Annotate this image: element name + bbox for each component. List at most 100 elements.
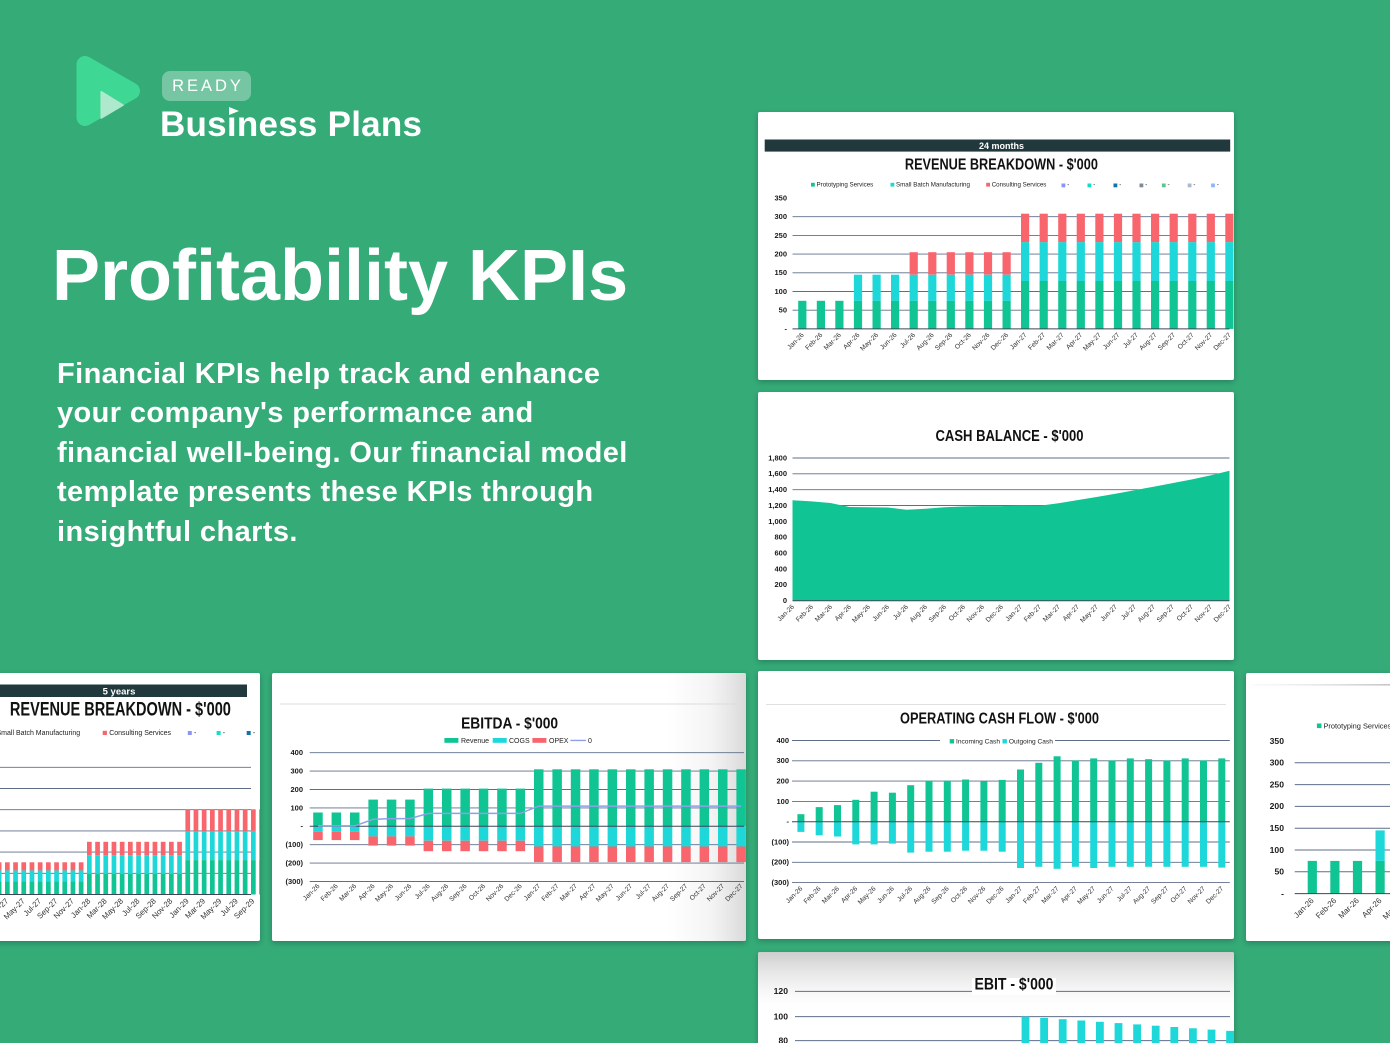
svg-text:May-27: May-27	[1079, 603, 1100, 624]
svg-text:Aug-26: Aug-26	[912, 885, 932, 905]
svg-text:800: 800	[774, 533, 787, 542]
svg-text:50: 50	[778, 306, 786, 315]
svg-text:Feb-26: Feb-26	[320, 882, 340, 902]
svg-text:Nov-27: Nov-27	[1194, 332, 1214, 352]
svg-text:200: 200	[290, 784, 303, 793]
svg-text:Feb-26: Feb-26	[794, 603, 814, 623]
svg-text:-: -	[786, 817, 789, 826]
svg-text:Jan-26: Jan-26	[302, 882, 322, 902]
svg-text:Mar-26: Mar-26	[338, 882, 358, 902]
svg-text:EBITDA - $'000: EBITDA - $'000	[461, 715, 558, 732]
svg-text:400: 400	[774, 564, 787, 573]
svg-text:Nov-26: Nov-26	[965, 603, 985, 623]
svg-text:Feb-27: Feb-27	[1022, 885, 1042, 905]
svg-text:CASH BALANCE - $'000: CASH BALANCE - $'000	[935, 428, 1083, 445]
svg-text:Jul-26: Jul-26	[892, 603, 910, 621]
svg-text:Feb-27: Feb-27	[1022, 603, 1042, 623]
svg-text:Jan-26: Jan-26	[1292, 895, 1316, 919]
svg-text:-: -	[1281, 888, 1284, 898]
svg-text:Jan-26: Jan-26	[786, 332, 806, 352]
svg-text:Jun-27: Jun-27	[615, 882, 635, 902]
svg-text:1,800: 1,800	[768, 453, 787, 462]
svg-text:150: 150	[1270, 823, 1285, 833]
svg-text:Jul-27: Jul-27	[1120, 603, 1138, 621]
svg-text:Jan-26: Jan-26	[776, 603, 796, 623]
svg-text:5 years: 5 years	[103, 686, 136, 697]
svg-text:Dec-26: Dec-26	[989, 332, 1009, 352]
svg-text:Jan-27: Jan-27	[1004, 603, 1024, 623]
svg-text:1,600: 1,600	[768, 469, 787, 478]
svg-text:Feb-26: Feb-26	[804, 332, 824, 352]
svg-text:Sep-26: Sep-26	[927, 603, 947, 623]
svg-text:Oct-26: Oct-26	[953, 332, 972, 351]
svg-text:REVENUE BREAKDOWN - $'000: REVENUE BREAKDOWN - $'000	[10, 699, 231, 720]
svg-text:-: -	[1193, 182, 1195, 189]
svg-text:Jan-26: Jan-26	[784, 885, 804, 905]
svg-text:-: -	[1093, 182, 1095, 189]
svg-text:Mar-27: Mar-27	[559, 882, 579, 902]
svg-text:Mar-26: Mar-26	[813, 603, 833, 623]
svg-text:Prototyping Services: Prototyping Services	[816, 182, 873, 189]
svg-text:Mar-27: Mar-27	[1045, 332, 1065, 352]
svg-text:Jun-26: Jun-26	[394, 882, 414, 902]
svg-text:May-26: May-26	[859, 332, 880, 353]
svg-text:1,400: 1,400	[768, 485, 787, 494]
svg-text:Mar-26: Mar-26	[1337, 895, 1362, 920]
svg-text:Consulting Services: Consulting Services	[109, 730, 171, 737]
svg-text:Dec-27: Dec-27	[1205, 885, 1225, 905]
svg-text:May-26: May-26	[1381, 895, 1390, 921]
svg-text:Feb-27: Feb-27	[541, 882, 561, 902]
svg-text:Mar-27: Mar-27	[1041, 603, 1061, 623]
svg-text:200: 200	[774, 580, 787, 589]
svg-text:Nov-26: Nov-26	[485, 882, 505, 902]
svg-text:-: -	[1216, 182, 1218, 189]
svg-text:Consulting Services: Consulting Services	[991, 182, 1046, 189]
svg-text:300: 300	[776, 756, 789, 765]
svg-text:(300): (300)	[771, 878, 789, 887]
svg-text:Sep-27: Sep-27	[1156, 332, 1176, 352]
svg-text:Oct-27: Oct-27	[1176, 332, 1195, 351]
svg-text:(100): (100)	[771, 837, 789, 846]
svg-text:Small Batch Manufacturing: Small Batch Manufacturing	[896, 182, 971, 189]
svg-text:Feb-27: Feb-27	[1027, 332, 1047, 352]
svg-text:Jun-27: Jun-27	[1099, 603, 1119, 623]
svg-text:COGS: COGS	[509, 738, 530, 745]
svg-text:200: 200	[776, 776, 789, 785]
svg-text:Dec-27: Dec-27	[1212, 332, 1232, 352]
svg-text:100: 100	[290, 803, 303, 812]
svg-text:100: 100	[774, 1011, 789, 1021]
svg-text:100: 100	[1270, 844, 1285, 854]
svg-text:Small Batch Manufacturing: Small Batch Manufacturing	[0, 730, 80, 737]
svg-text:50: 50	[1274, 866, 1284, 876]
svg-text:1,000: 1,000	[768, 517, 787, 526]
svg-text:250: 250	[774, 231, 787, 240]
svg-text:EBIT - $'000: EBIT - $'000	[975, 975, 1054, 994]
svg-text:Dec-26: Dec-26	[504, 882, 524, 902]
svg-text:Revenue: Revenue	[461, 738, 489, 745]
svg-text:Jun-27: Jun-27	[1102, 332, 1122, 352]
svg-text:Apr-27: Apr-27	[1061, 603, 1080, 622]
svg-text:Jan-27: Jan-27	[1009, 332, 1029, 352]
svg-text:300: 300	[290, 766, 303, 775]
svg-text:(200): (200)	[771, 857, 789, 866]
svg-text:-: -	[1145, 182, 1147, 189]
svg-text:May-26: May-26	[851, 603, 872, 624]
svg-text:Jan-27: Jan-27	[523, 882, 543, 902]
svg-text:1,200: 1,200	[768, 501, 787, 510]
svg-text:Nov-26: Nov-26	[971, 332, 991, 352]
svg-text:200: 200	[774, 250, 787, 259]
svg-text:-: -	[1119, 182, 1121, 189]
svg-text:Mar-26: Mar-26	[822, 332, 842, 352]
svg-text:Outgoing Cash: Outgoing Cash	[1008, 738, 1052, 745]
svg-text:Oct-26: Oct-26	[468, 882, 487, 901]
svg-text:Feb-26: Feb-26	[802, 885, 822, 905]
svg-text:May-26: May-26	[374, 882, 395, 903]
svg-text:200: 200	[1270, 801, 1285, 811]
svg-text:-: -	[1067, 182, 1069, 189]
svg-text:-: -	[194, 730, 197, 737]
svg-text:(300): (300)	[285, 876, 303, 885]
svg-text:May-27: May-27	[1076, 885, 1097, 906]
svg-text:0: 0	[588, 738, 592, 745]
svg-text:Apr-26: Apr-26	[833, 603, 852, 622]
svg-text:Jun-27: Jun-27	[1096, 885, 1116, 905]
